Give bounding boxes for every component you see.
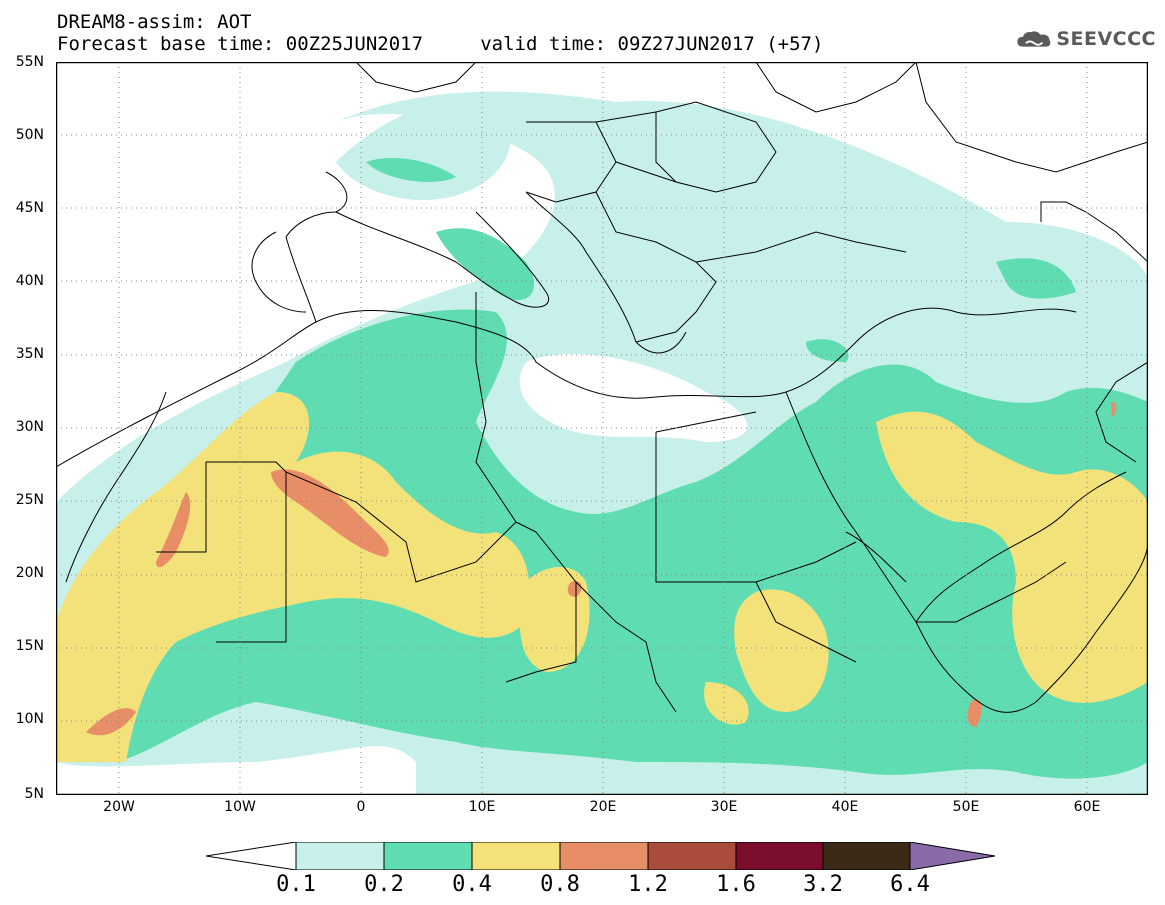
lat-label: 5N (24, 786, 44, 802)
colorbar-segment-6 (735, 842, 824, 870)
map-subtitle: Forecast base time: 00Z25JUN2017 valid t… (57, 33, 824, 55)
colorbar-label: 0.2 (364, 872, 404, 897)
lon-label: 20W (103, 799, 135, 815)
colorbar (206, 842, 996, 870)
lon-label: 10W (224, 799, 256, 815)
map-canvas (56, 62, 1148, 795)
lat-label: 30N (15, 419, 44, 435)
colorbar-label: 1.2 (628, 872, 668, 897)
colorbar-segment-1 (295, 842, 385, 870)
lat-label: 40N (15, 273, 44, 289)
lat-label: 55N (15, 54, 44, 70)
lat-label: 10N (15, 711, 44, 727)
graticule (56, 62, 1148, 795)
lat-label: 35N (15, 346, 44, 362)
cloud-icon (1017, 31, 1051, 47)
colorbar-label: 0.1 (276, 872, 316, 897)
colorbar-label: 0.4 (452, 872, 492, 897)
map-title: DREAM8-assim: AOT (57, 11, 252, 33)
lat-label: 45N (15, 200, 44, 216)
colorbar-segment-0 (206, 842, 297, 870)
lon-label: 0 (356, 799, 366, 815)
colorbar-label: 1.6 (716, 872, 756, 897)
lon-label: 40E (831, 799, 859, 815)
lon-label: 20E (589, 799, 617, 815)
lon-label: 30E (710, 799, 738, 815)
lon-label: 50E (952, 799, 980, 815)
colorbar-segment-4 (559, 842, 649, 870)
colorbar-segment-7 (822, 842, 911, 870)
aot-band-0.8 (86, 401, 1117, 736)
lat-label: 25N (15, 492, 44, 508)
lon-label: 10E (468, 799, 496, 815)
map-frame (56, 62, 1148, 795)
lat-label: 20N (15, 565, 44, 581)
colorbar-label: 6.4 (890, 872, 930, 897)
logo-text: SEEVCCC (1056, 28, 1156, 50)
aot-map (56, 62, 1148, 795)
aot-band-0.2 (56, 157, 1148, 779)
coastlines (56, 62, 1148, 713)
seevccc-logo: SEEVCCC (1016, 24, 1156, 54)
colorbar-label: 3.2 (803, 872, 843, 897)
lat-label: 50N (15, 127, 44, 143)
lat-label: 15N (15, 638, 44, 654)
colorbar-segment-3 (471, 842, 561, 870)
colorbar-segment-8 (909, 842, 996, 870)
colorbar-segment-5 (647, 842, 737, 870)
lon-label: 60E (1073, 799, 1101, 815)
colorbar-label: 0.8 (540, 872, 580, 897)
colorbar-segment-2 (383, 842, 473, 870)
